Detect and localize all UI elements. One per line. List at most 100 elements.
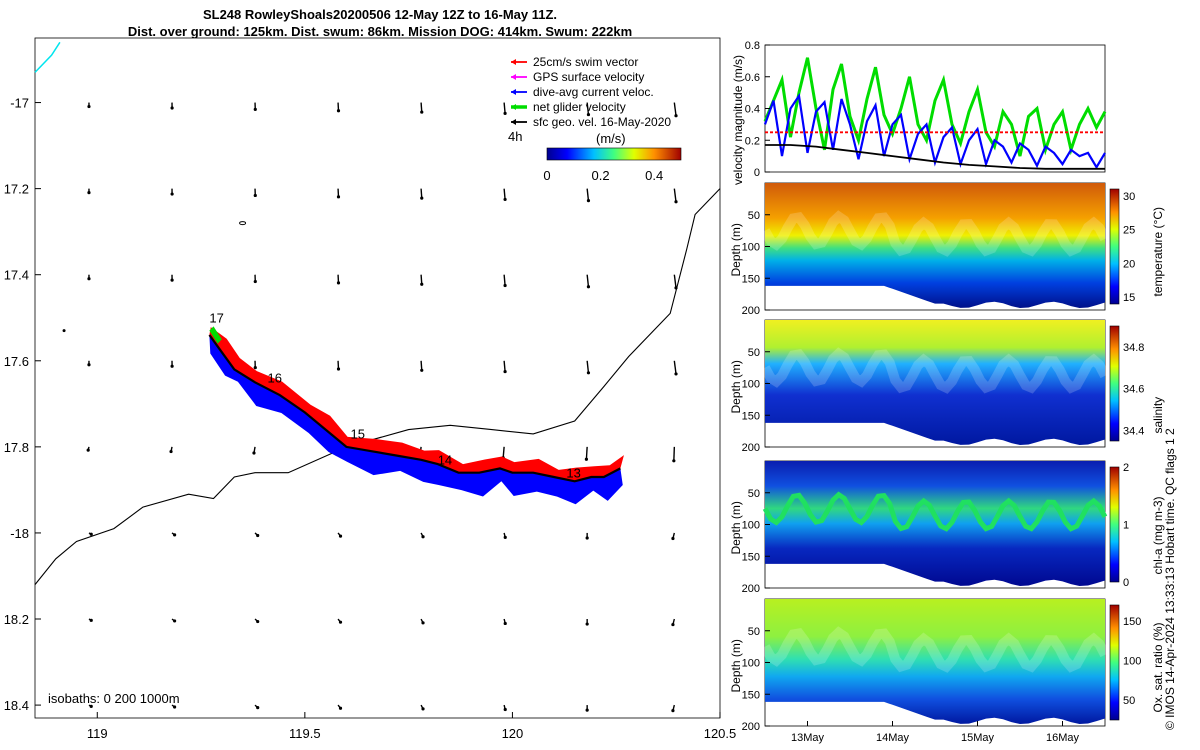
map-y-tick-label: 17.4 xyxy=(4,268,29,283)
depth-tick-label: 200 xyxy=(742,583,760,595)
section-colorbar xyxy=(1109,325,1120,442)
depth-tick-label: 100 xyxy=(742,658,760,670)
depth-tick-label: 150 xyxy=(742,273,760,285)
credit-text: © IMOS 14-Apr-2024 13:33:13 Hobart time.… xyxy=(1163,428,1177,730)
sfc-vel-arrowhead xyxy=(170,364,174,368)
title-line-2: Dist. over ground: 125km. Dist. swum: 86… xyxy=(127,24,633,39)
time-tick-label: 15May xyxy=(961,732,995,744)
sfc-vel-arrowhead xyxy=(89,704,93,709)
velocity-ticks: 0 0.2 0.4 0.6 0.8 xyxy=(745,40,770,179)
sfc-vel-arrowhead xyxy=(503,621,507,626)
colorbar-tick-label: 0 xyxy=(543,168,550,183)
map-glider-track xyxy=(208,334,621,483)
velocity-panel: 0 0.2 0.4 0.6 0.8 velocity magnitude (m/s) xyxy=(731,40,1107,185)
sfc-vel-arrow xyxy=(503,188,506,200)
depth-tick-label: 150 xyxy=(742,551,760,563)
colorbar-tick-label: 34.4 xyxy=(1123,426,1144,438)
map-x-tick-label: 119.5 xyxy=(289,726,321,741)
colorbar-tick-label: 34.6 xyxy=(1123,384,1144,396)
sfc-vel-arrowhead xyxy=(585,622,589,626)
sfc-vel-arrow xyxy=(586,188,590,201)
map-current-swath xyxy=(209,326,624,505)
sfc-vel-arrowhead xyxy=(584,457,589,461)
time-tick-label: 13May xyxy=(791,732,825,744)
depth-tick-label: 150 xyxy=(742,410,760,422)
sfc-vel-arrowhead xyxy=(87,363,91,367)
sfc-vel-arrow xyxy=(673,102,677,116)
velocity-y-tick-label: 0.8 xyxy=(745,40,760,52)
map-ticks: 119 119.5 120 120.5 -17 17.2 17.4 17.6 17.8 -18 18… xyxy=(4,96,737,741)
map-y-tick-label: -17 xyxy=(10,96,29,111)
section-panel: 50 100 150 200 Depth (m) 34.4 34.6 34.8 salinity xyxy=(729,319,1165,454)
sfc-vel-arrowhead xyxy=(256,619,260,624)
depth-tick-label: 50 xyxy=(748,347,760,359)
sfc-vel-arrowhead xyxy=(336,109,341,113)
sfc-vel-arrowhead xyxy=(672,459,676,463)
legend-arrowhead xyxy=(511,104,516,110)
sfc-vel-arrow xyxy=(585,446,588,460)
velocity-series-line xyxy=(763,57,1107,157)
sfc-vel-arrowhead xyxy=(586,371,591,375)
sfc-vel-arrowhead xyxy=(253,193,257,198)
section-isoline xyxy=(760,210,1110,257)
sfc-vel-arrowhead xyxy=(87,191,91,195)
sfc-vel-arrowhead xyxy=(252,451,256,455)
sfc-vel-arrowhead xyxy=(256,706,260,710)
sfc-vel-arrowhead xyxy=(338,534,343,538)
sfc-vel-arrowhead xyxy=(671,622,675,627)
map-isobath xyxy=(34,188,721,585)
section-data-fill xyxy=(765,461,1105,586)
colorbar-tick-label: 150 xyxy=(1123,616,1141,628)
sfc-vel-arrowhead xyxy=(253,279,257,284)
legend-note: 4h xyxy=(508,129,522,144)
sfc-vel-arrowhead xyxy=(338,620,343,624)
sfc-vel-arrowhead xyxy=(421,707,425,711)
section-cbar-label: temperature (°C) xyxy=(1151,207,1165,297)
section-data-fill xyxy=(765,599,1105,724)
sfc-vel-arrowhead xyxy=(674,200,678,204)
depth-tick-label: 50 xyxy=(748,488,760,500)
map-y-tick-label: 17.8 xyxy=(4,440,29,455)
sfc-vel-arrowhead xyxy=(420,282,424,286)
sfc-vel-arrow xyxy=(586,360,590,373)
colorbar-tick-label: 34.8 xyxy=(1123,342,1144,354)
sfc-vel-arrowhead xyxy=(169,449,173,454)
velocity-series-line xyxy=(765,144,1105,170)
section-ylabel: Depth (m) xyxy=(729,501,743,554)
sfc-vel-arrowhead xyxy=(338,706,343,710)
sfc-vel-arrowhead xyxy=(503,111,507,115)
velocity-ylabel: velocity magnitude (m/s) xyxy=(731,55,745,185)
sfc-vel-arrowhead xyxy=(173,619,177,623)
day-label: 15 xyxy=(351,427,365,442)
colorbar-tick-label: 25 xyxy=(1123,225,1135,237)
colorbar-tick-label: 20 xyxy=(1123,258,1135,270)
depth-tick-label: 100 xyxy=(742,242,760,254)
map-y-tick-label: 17.6 xyxy=(4,354,29,369)
sfc-vel-arrow xyxy=(503,274,506,286)
sfc-vel-arrowhead xyxy=(253,107,257,111)
sfc-vel-arrowhead xyxy=(585,536,589,540)
sfc-vel-arrowhead xyxy=(89,618,93,622)
sfc-vel-arrowhead xyxy=(86,448,90,452)
sfc-vel-arrowhead xyxy=(170,106,174,110)
sfc-vel-arrowhead xyxy=(503,283,507,288)
sfc-vel-arrowhead xyxy=(671,536,675,541)
section-isoline xyxy=(762,491,1108,532)
velocity-y-tick-label: 0.4 xyxy=(745,104,760,116)
sfc-vel-arrowhead xyxy=(336,195,341,199)
legend-arrowhead xyxy=(511,74,516,80)
depth-tick-label: 50 xyxy=(748,626,760,638)
velocity-y-tick-label: 0.2 xyxy=(745,135,760,147)
depth-tick-label: 200 xyxy=(742,721,760,733)
colorbar-tick-label: 0 xyxy=(1123,577,1129,589)
map-x-tick-label: 120.5 xyxy=(704,726,737,741)
time-tick-label: 16May xyxy=(1046,732,1080,744)
map-y-tick-label: 17.2 xyxy=(4,182,29,197)
depth-tick-label: 200 xyxy=(742,442,760,454)
legend-entry: sfc geo. vel. 16-May-2020 xyxy=(533,115,671,129)
sfc-vel-arrow xyxy=(673,274,677,288)
map-panel: 119 119.5 120 120.5 -17 17.2 17.4 17.6 17.8 -18 18… xyxy=(4,37,737,741)
sfc-vel-arrowhead xyxy=(256,533,260,538)
sfc-vel-arrowhead xyxy=(173,533,177,537)
